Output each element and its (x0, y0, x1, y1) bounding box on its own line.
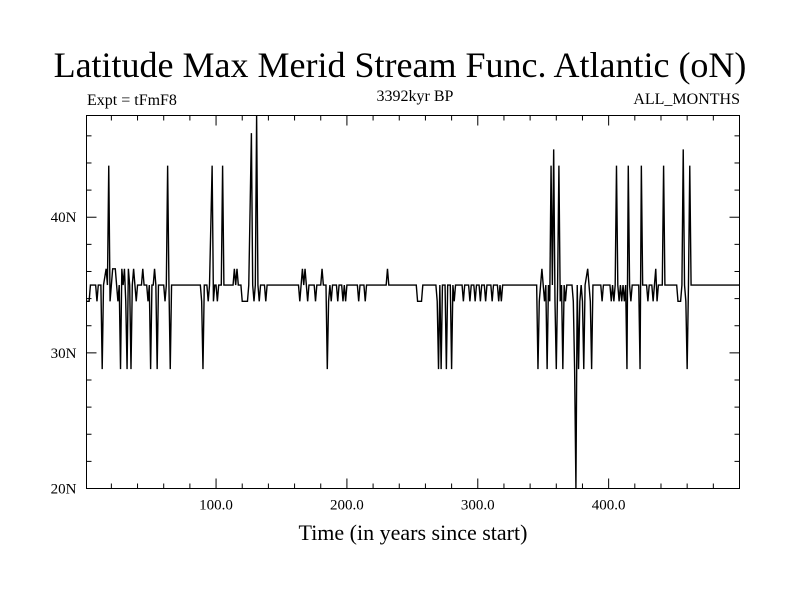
x-tick-label: 300.0 (461, 498, 495, 514)
chart-title: Latitude Max Merid Stream Func. Atlantic… (53, 45, 747, 85)
axis-ticks: 100.0 200.0 300.0 400.0 20N 30N 40N (51, 115, 740, 514)
x-tick-label: 400.0 (592, 498, 626, 514)
x-axis-label: Time (in years since start) (298, 520, 528, 545)
x-tick-label: 100.0 (199, 498, 233, 514)
y-tick-label: 30N (51, 346, 77, 362)
y-tick-label: 20N (51, 482, 77, 498)
experiment-label: Expt = tFmF8 (87, 92, 177, 109)
x-tick-label: 200.0 (330, 498, 364, 514)
y-tick-label: 40N (51, 210, 77, 226)
period-label: 3392kyr BP (376, 88, 454, 105)
months-label: ALL_MONTHS (633, 91, 740, 108)
series-line (86, 115, 740, 489)
